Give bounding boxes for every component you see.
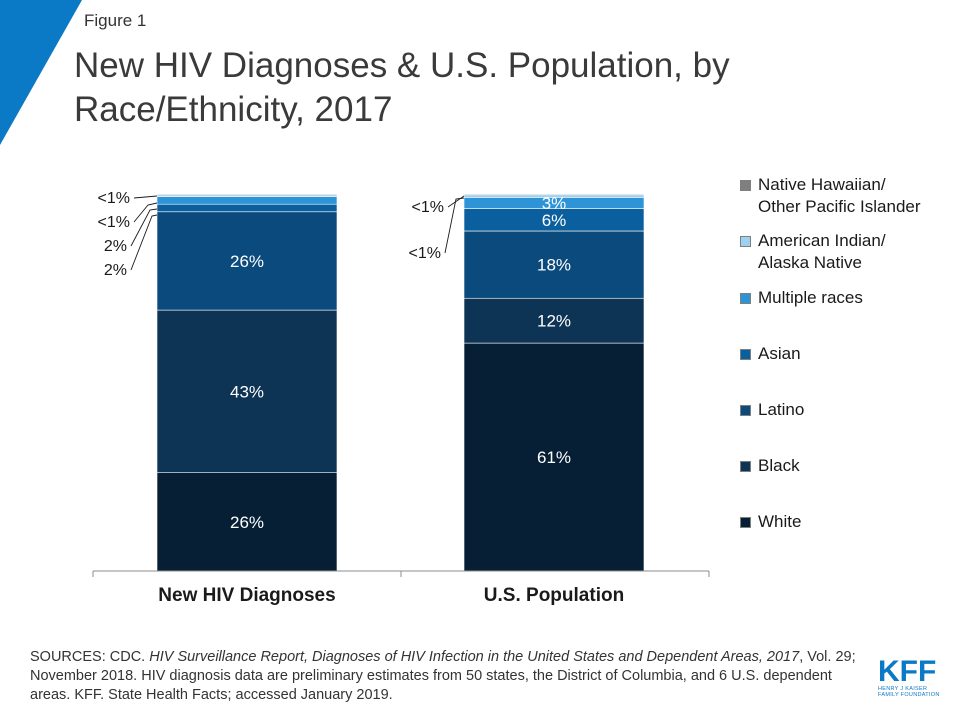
legend-swatch [740, 349, 751, 360]
bar-segment [156, 203, 338, 213]
title-line-2: Race/Ethnicity, 2017 [74, 90, 393, 129]
callout-label: 2% [104, 238, 127, 255]
legend-label: Latino [758, 399, 804, 421]
kff-logo-sub-line-1: HENRY J KAISER [878, 686, 928, 692]
legend-label-line: White [758, 512, 802, 531]
legend-label: White [758, 511, 801, 533]
kff-logo-sub-line-2: FAMILY FOUNDATION [878, 692, 940, 698]
kff-logo-mark: KFF [878, 655, 937, 688]
legend-label-line: Asian [758, 344, 801, 363]
bar-segment [156, 309, 338, 473]
legend-label-line: Latino [758, 400, 805, 419]
legend-label-line: Other Pacific Islander [758, 197, 921, 216]
bar-segment [463, 342, 645, 572]
callout-leader-line [130, 208, 158, 247]
legend-swatch [740, 180, 751, 191]
bar-segment [156, 472, 338, 572]
callout-leader-line [130, 214, 158, 271]
legend-label: Multiple races [758, 287, 863, 309]
callout-label: <1% [409, 245, 441, 262]
legend-label: Asian [758, 343, 801, 365]
data-label: 26% [230, 513, 264, 532]
bar-segment [463, 230, 645, 299]
legend-swatch [740, 236, 751, 247]
data-label: 18% [537, 256, 571, 275]
callout-label: 2% [104, 262, 127, 279]
callout-leader-line [447, 195, 465, 208]
callout-label: <1% [98, 190, 130, 207]
legend-swatch [740, 293, 751, 304]
data-label: 12% [537, 312, 571, 331]
sources-prefix: SOURCES: CDC. [30, 649, 150, 665]
legend-label-line: Native Hawaiian/ [758, 175, 886, 194]
legend-swatch [740, 517, 751, 528]
sources-rest: , Vol. 29; November 2018. HIV diagnosis … [30, 649, 856, 703]
x-tick-label: U.S. Population [484, 585, 624, 606]
legend-label-line: Black [758, 456, 800, 475]
figure-label: Figure 1 [84, 11, 147, 30]
bar-segment [156, 211, 338, 311]
page-title: New HIV Diagnoses & U.S. Population, by … [74, 44, 894, 132]
bar-segment [463, 193, 645, 196]
bar-segment [463, 297, 645, 344]
bar-segment [156, 193, 338, 196]
legend-swatch [740, 461, 751, 472]
kff-logo: KFF HENRY J KAISER FAMILY FOUNDATION [878, 655, 948, 699]
callout-leader-line [133, 202, 158, 223]
corner-accent-shape [0, 0, 82, 145]
x-tick-label: New HIV Diagnoses [158, 585, 335, 606]
corner-accent-triangle [0, 0, 82, 145]
callout-label: <1% [98, 214, 130, 231]
legend-label: Black [758, 455, 800, 477]
data-label: 3% [542, 194, 567, 213]
callout-leader-line [133, 195, 158, 199]
legend-label: American Indian/Alaska Native [758, 230, 886, 274]
sources-note: SOURCES: CDC. HIV Surveillance Report, D… [30, 648, 860, 705]
sources-report-title: HIV Surveillance Report, Diagnoses of HI… [149, 649, 800, 665]
legend-label-line: American Indian/ [758, 231, 886, 250]
title-line-1: New HIV Diagnoses & U.S. Population, by [74, 46, 730, 85]
data-label: 43% [230, 382, 264, 401]
callout-label: <1% [412, 199, 444, 216]
legend-swatch [740, 405, 751, 416]
data-label: 61% [537, 448, 571, 467]
data-label: 26% [230, 252, 264, 271]
legend-label-line: Multiple races [758, 288, 863, 307]
legend-label-line: Alaska Native [758, 253, 862, 272]
kff-logo-subtitle: HENRY J KAISER FAMILY FOUNDATION [878, 686, 948, 698]
stacked-bar-chart: New HIV Diagnoses U.S. Population 26% 43% 26… [92, 190, 710, 606]
bar-segment [156, 196, 338, 205]
callout-leader-line [444, 197, 465, 254]
data-label: 6% [542, 211, 567, 230]
legend-label: Native Hawaiian/Other Pacific Islander [758, 174, 921, 218]
